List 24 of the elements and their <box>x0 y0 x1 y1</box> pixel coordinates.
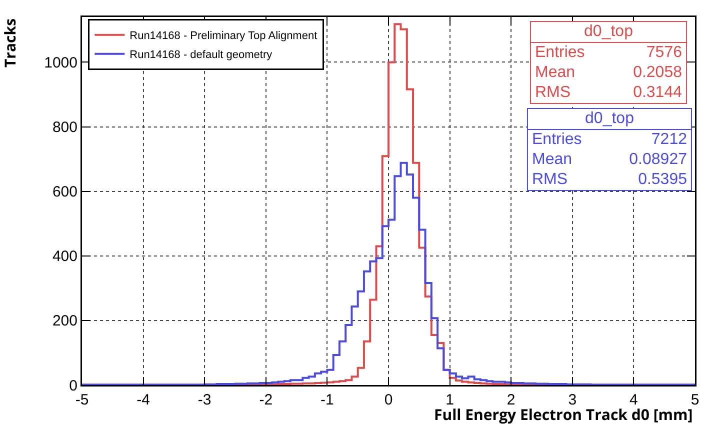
text: RMS 0.3144 <box>535 84 682 101</box>
x-tick-label: 0 <box>384 392 393 408</box>
text: Entries 7576 <box>535 44 682 61</box>
x-tick-label: 5 <box>690 392 700 408</box>
y-axis-title: Tracks <box>0 18 20 68</box>
annotation: d0_top <box>528 109 691 130</box>
text: Mean 0.2058 <box>535 64 682 81</box>
x-tick-label: -1 <box>320 392 334 408</box>
y-tick-label: 400 <box>52 248 78 266</box>
y-tick-label: 0 <box>69 377 78 394</box>
y-tick-label: 800 <box>52 119 78 136</box>
y-tick-label: 1000 <box>44 54 78 72</box>
text: Entries 7212 <box>532 131 687 148</box>
legend-label: Run14168 - Preliminary Top Alignment <box>130 30 318 42</box>
x-tick-label: -3 <box>198 392 212 408</box>
x-tick-label: -4 <box>136 392 150 408</box>
legend-label: Run14168 - default geometry <box>130 49 273 62</box>
y-tick-label: 600 <box>52 184 78 201</box>
text: RMS 0.5395 <box>532 171 687 188</box>
y-tick-label: 200 <box>52 312 78 330</box>
annotation: d0_top <box>531 22 686 43</box>
x-tick-label: -5 <box>75 392 89 408</box>
text: Mean 0.08927 <box>532 151 687 168</box>
x-tick-label: -2 <box>259 392 273 408</box>
